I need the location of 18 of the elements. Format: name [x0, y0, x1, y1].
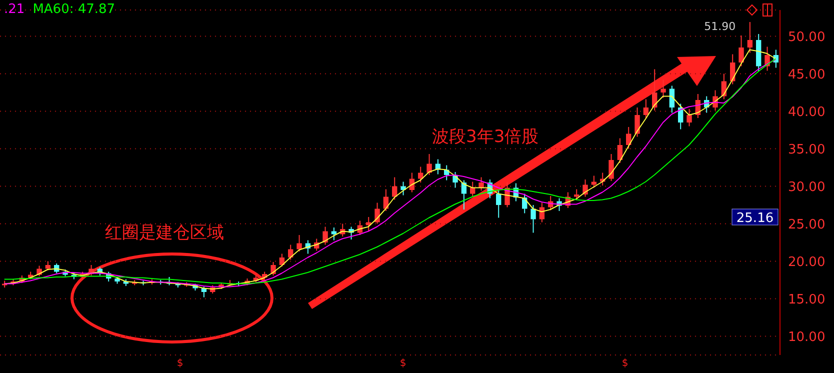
text: MA60: 47.87: [32, 2, 116, 17]
y-tick-label: 20.00: [788, 254, 826, 270]
y-tick-label: 40.00: [788, 104, 826, 120]
y-tick-label: 25.00: [788, 217, 826, 232]
annotation: 波段3年3倍股: [432, 127, 539, 147]
y-tick-label: 50.00: [788, 30, 826, 45]
text: $: [176, 358, 184, 369]
text: $: [400, 358, 406, 369]
text: $: [622, 358, 628, 369]
y-tick-label: 15.00: [788, 292, 826, 308]
y-tick-label: 10.00: [788, 330, 826, 345]
y-tick-label: 45.00: [788, 67, 826, 82]
annotation: 红圈是建仓区域: [105, 223, 224, 243]
annotation: 25.16: [736, 211, 774, 226]
text: .21: [4, 2, 25, 17]
y-tick-label: 30.00: [788, 180, 826, 195]
annotation: 51.90: [704, 20, 736, 33]
y-tick-label: 35.00: [788, 142, 826, 158]
